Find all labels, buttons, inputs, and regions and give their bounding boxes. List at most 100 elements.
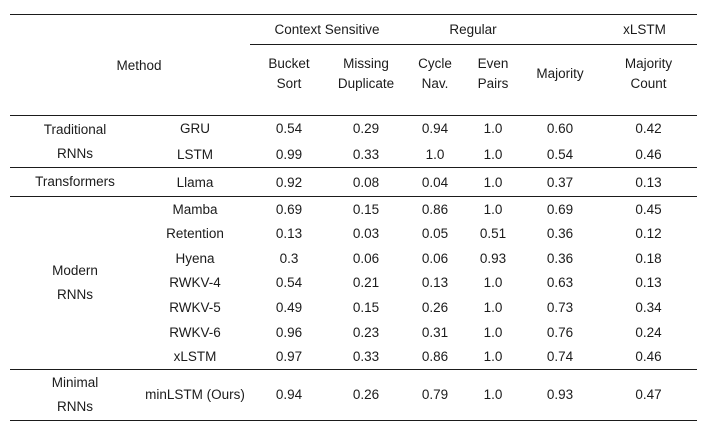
cell-value: 0.3	[279, 250, 299, 266]
cell-value: 0.06	[421, 250, 449, 266]
cell-value: 1.0	[483, 324, 503, 340]
cell-value: 0.42	[600, 115, 698, 142]
cell-value: 0.54	[546, 146, 574, 162]
table-row: Hyena 0.3 0.06 0.06 0.93 0.36 0.18	[10, 246, 697, 271]
cell-value: 1.0	[483, 349, 503, 365]
cell-value: 0.24	[635, 324, 662, 340]
column-header-line: Pairs	[477, 76, 509, 91]
results-table: Method Context Sensitive Regular xLSTM B…	[10, 14, 698, 421]
cell-value: 0.33	[352, 349, 380, 365]
group-label-line: Modern	[52, 262, 98, 278]
column-header-line: Majority	[536, 66, 584, 81]
column-header-line: Missing	[343, 56, 389, 71]
column-group-regular: Regular	[404, 14, 520, 45]
column-header-line: Bucket	[268, 56, 310, 71]
cell-value: 0.54	[250, 115, 328, 142]
method-group-minimal-rnns: Minimal RNNs	[10, 368, 140, 421]
cell-value: 0.69	[250, 196, 328, 222]
group-label-line: Transformers	[35, 174, 115, 189]
cell-value: 0.51	[479, 226, 507, 242]
column-header-line: Nav.	[421, 76, 449, 91]
cell-value: 0.94	[250, 368, 328, 421]
cell-value: 0.13	[421, 275, 449, 291]
cell-value: 0.31	[421, 324, 449, 340]
method-name: xLSTM	[173, 349, 217, 365]
cell-value: 0.79	[404, 368, 466, 421]
column-header-line: Duplicate	[337, 76, 395, 91]
cell-value: 0.86	[421, 349, 449, 365]
table-row: RWKV-4 0.54 0.21 0.13 1.0 0.63 0.13	[10, 271, 697, 296]
column-header-majority-count: Majority Count	[600, 45, 697, 116]
table-row: Transformers Llama 0.92 0.08 0.04 1.0 0.…	[10, 167, 698, 197]
cell-value: 1.0	[466, 196, 520, 222]
method-name: RWKV-5	[169, 300, 221, 316]
method-name: minLSTM (Ours)	[140, 368, 250, 421]
column-header-line: Sort	[276, 76, 302, 91]
cell-value: 0.37	[520, 167, 600, 197]
column-header-missing-duplicate: Missing Duplicate	[328, 45, 404, 116]
cell-value: 0.47	[600, 368, 698, 421]
table-row: xLSTM 0.97 0.33 0.86 1.0 0.74 0.46	[10, 345, 697, 370]
cell-value: 0.23	[352, 324, 380, 340]
table-row: Traditional RNNs GRU 0.54 0.29 0.94 1.0 …	[10, 115, 698, 168]
cell-value: 0.26	[328, 368, 404, 421]
cell-value: 0.04	[404, 167, 466, 197]
table-row: Modern RNNs Mamba 0.69 0.15 0.86 1.0 0.6…	[10, 196, 698, 370]
cell-value: 0.76	[546, 324, 574, 340]
method-group-transformers: Transformers	[10, 167, 140, 197]
cell-value: 0.46	[635, 349, 662, 365]
cell-value: 0.92	[250, 167, 328, 197]
column-header-cycle-nav: Cycle Nav.	[404, 45, 466, 116]
column-header-line: Majority	[624, 56, 673, 71]
column-group-context-sensitive: Context Sensitive	[250, 14, 404, 45]
table-row: Retention 0.13 0.03 0.05 0.51 0.36 0.12	[10, 221, 697, 246]
cell-value: 0.36	[546, 250, 574, 266]
cell-value: 1.0	[466, 115, 520, 142]
column-group-xlstm: xLSTM	[520, 14, 698, 45]
cell-value: 0.63	[546, 275, 574, 291]
cell-value: 1.0	[483, 300, 503, 316]
cell-value: 0.97	[275, 349, 303, 365]
cell-value: 0.86	[404, 196, 466, 222]
group-label-line: Minimal	[51, 374, 99, 390]
method-name: RWKV-4	[169, 275, 221, 291]
cell-value: 0.99	[275, 146, 303, 162]
cell-value: 0.12	[635, 226, 662, 242]
column-header-bucket-sort: Bucket Sort	[250, 45, 328, 116]
cell-value: 0.05	[421, 226, 449, 242]
cell-value: 1.0	[425, 146, 445, 162]
cell-value: 0.74	[546, 349, 574, 365]
column-header-row: Bucket Sort Missing Duplicate Cycle Nav.…	[10, 45, 697, 116]
cell-value: 0.54	[275, 275, 303, 291]
cell-value: 0.06	[352, 250, 380, 266]
method-name: Hyena	[175, 250, 215, 266]
cell-value: 0.13	[635, 275, 662, 291]
method-name: Retention	[166, 226, 224, 242]
cell-value: 1.0	[466, 368, 520, 421]
table-row: RWKV-5 0.49 0.15 0.26 1.0 0.73 0.34	[10, 295, 697, 320]
column-header-even-pairs: Even Pairs	[466, 45, 520, 116]
cell-value: 0.34	[635, 300, 662, 316]
cell-value: 0.93	[479, 250, 507, 266]
cell-value: 0.45	[600, 196, 698, 222]
cell-value: 0.08	[328, 167, 404, 197]
cell-value: 1.0	[483, 275, 503, 291]
cell-value: 0.03	[352, 226, 380, 242]
cell-value: 0.18	[635, 250, 662, 266]
column-header-majority: Majority	[520, 45, 600, 116]
cell-value: 0.60	[520, 115, 600, 142]
cell-value: 0.46	[635, 146, 662, 162]
cell-value: 0.26	[421, 300, 449, 316]
group-label-line: RNNs	[57, 398, 93, 414]
table-row: Minimal RNNs minLSTM (Ours) 0.94 0.26 0.…	[10, 368, 698, 421]
method-name: LSTM	[176, 146, 213, 162]
column-header-line: Cycle	[418, 56, 452, 71]
cell-value: 1.0	[466, 167, 520, 197]
cell-value: 0.33	[352, 146, 380, 162]
cell-value: 0.73	[546, 300, 574, 316]
method-name: RWKV-6	[169, 324, 221, 340]
cell-value: 0.13	[275, 226, 303, 242]
group-label-line: Traditional	[43, 121, 107, 137]
column-header-line: Count	[630, 76, 667, 91]
